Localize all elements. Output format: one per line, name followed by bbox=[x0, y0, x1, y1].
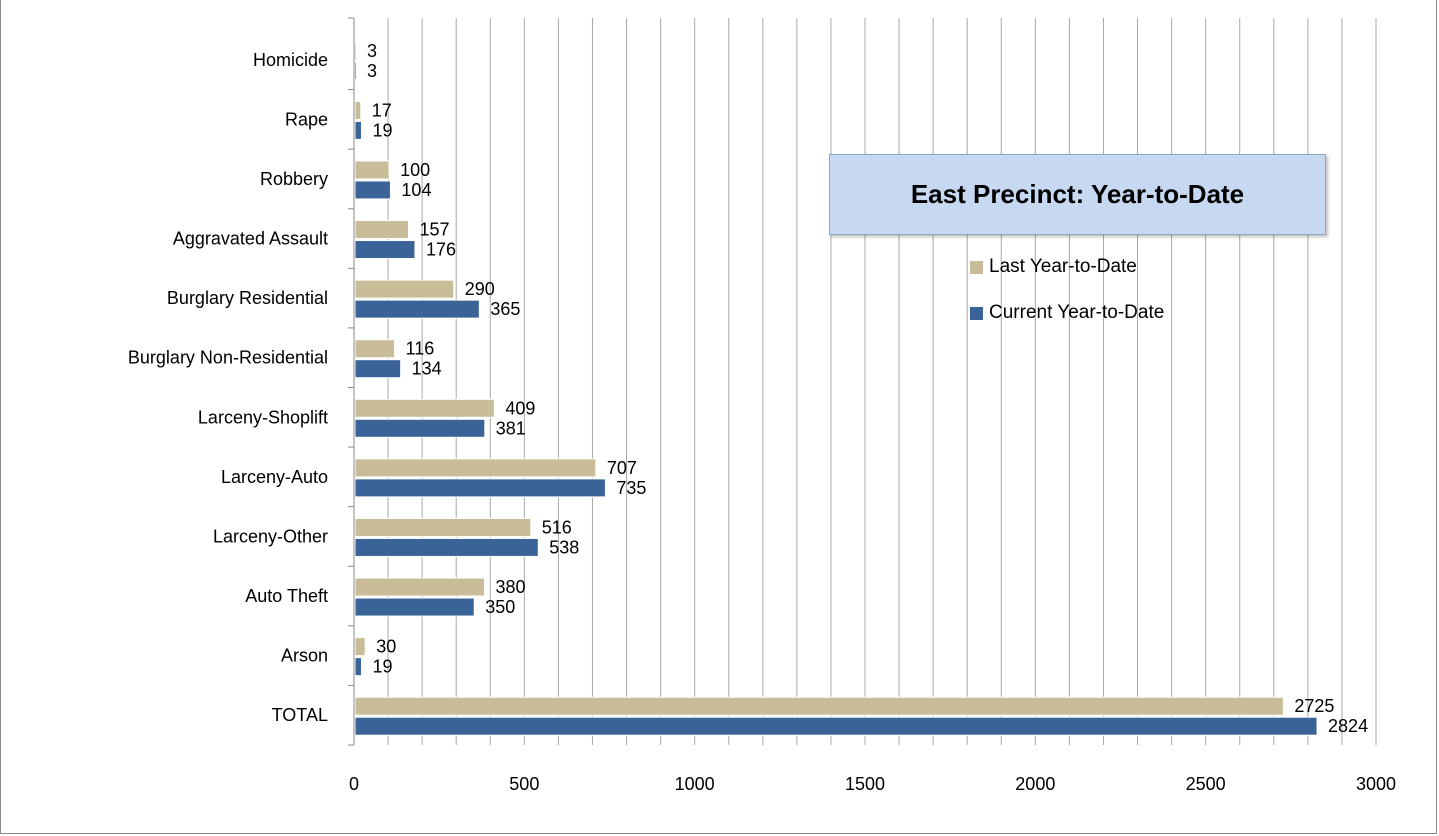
bar-current-year bbox=[355, 360, 401, 378]
data-label-current-year: 176 bbox=[426, 240, 456, 260]
category-label: Burglary Non-Residential bbox=[128, 348, 328, 368]
bar-last-year bbox=[355, 221, 408, 239]
bar-last-year bbox=[355, 697, 1283, 715]
legend-item-current-year: Current Year-to-Date bbox=[970, 298, 1164, 328]
data-label-current-year: 350 bbox=[485, 597, 515, 617]
legend-label-current-year: Current Year-to-Date bbox=[989, 302, 1164, 324]
bar-current-year bbox=[355, 598, 474, 616]
data-label-last-year: 30 bbox=[376, 637, 396, 657]
category-label: Burglary Residential bbox=[167, 288, 328, 308]
data-label-current-year: 104 bbox=[401, 180, 431, 200]
bar-current-year bbox=[355, 121, 361, 139]
bar-current-year bbox=[355, 62, 357, 80]
bar-current-year bbox=[355, 241, 415, 259]
bar-current-year bbox=[355, 538, 538, 556]
data-label-last-year: 409 bbox=[505, 398, 535, 418]
x-tick-label: 500 bbox=[509, 774, 539, 794]
data-label-last-year: 380 bbox=[495, 577, 525, 597]
legend-swatch-current-year bbox=[970, 307, 983, 320]
legend-item-last-year: Last Year-to-Date bbox=[970, 252, 1164, 282]
category-label: Larceny-Auto bbox=[221, 467, 328, 487]
chart-title-box: East Precinct: Year-to-Date bbox=[829, 154, 1326, 235]
category-label: Larceny-Shoplift bbox=[198, 407, 328, 427]
category-label: Robbery bbox=[260, 169, 328, 189]
bar-last-year bbox=[355, 459, 596, 477]
bar-last-year bbox=[355, 518, 531, 536]
data-label-last-year: 116 bbox=[406, 339, 435, 359]
data-label-last-year: 157 bbox=[419, 220, 449, 240]
legend-label-last-year: Last Year-to-Date bbox=[989, 256, 1137, 278]
category-label: TOTAL bbox=[272, 705, 328, 725]
bar-last-year bbox=[355, 340, 395, 358]
data-label-last-year: 100 bbox=[400, 160, 430, 180]
x-tick-label: 1500 bbox=[845, 774, 885, 794]
axes bbox=[348, 18, 354, 745]
x-tick-label: 0 bbox=[349, 774, 359, 794]
bars bbox=[355, 42, 1317, 735]
data-label-last-year: 3 bbox=[367, 41, 377, 61]
bar-current-year bbox=[355, 181, 390, 199]
bar-current-year bbox=[355, 479, 605, 497]
data-label-current-year: 538 bbox=[549, 537, 579, 557]
chart-title: East Precinct: Year-to-Date bbox=[911, 179, 1244, 210]
data-label-current-year: 2824 bbox=[1328, 716, 1368, 736]
legend-swatch-last-year bbox=[970, 261, 983, 274]
data-label-current-year: 365 bbox=[490, 299, 520, 319]
data-label-last-year: 2725 bbox=[1294, 696, 1334, 716]
category-label: Aggravated Assault bbox=[173, 229, 328, 249]
x-tick-label: 2500 bbox=[1186, 774, 1226, 794]
legend: Last Year-to-Date Current Year-to-Date bbox=[970, 252, 1164, 344]
category-label: Homicide bbox=[253, 50, 328, 70]
data-label-last-year: 290 bbox=[465, 279, 495, 299]
data-label-current-year: 3 bbox=[367, 61, 377, 81]
bar-last-year bbox=[355, 280, 454, 298]
bar-current-year bbox=[355, 717, 1317, 735]
data-label-current-year: 735 bbox=[616, 478, 646, 498]
bar-last-year bbox=[355, 42, 357, 60]
bar-current-year bbox=[355, 300, 479, 318]
category-label: Auto Theft bbox=[245, 586, 328, 606]
data-label-last-year: 516 bbox=[542, 517, 572, 537]
data-label-current-year: 134 bbox=[412, 359, 442, 379]
category-label: Arson bbox=[281, 646, 328, 666]
bar-last-year bbox=[355, 399, 494, 417]
bar-current-year bbox=[355, 419, 485, 437]
bar-last-year bbox=[355, 638, 365, 656]
data-label-current-year: 19 bbox=[372, 657, 392, 677]
grid-lines bbox=[388, 18, 1376, 745]
category-label: Rape bbox=[285, 109, 328, 129]
bar-last-year bbox=[355, 161, 389, 179]
x-tick-label: 1000 bbox=[675, 774, 715, 794]
bar-current-year bbox=[355, 658, 361, 676]
x-tick-label: 3000 bbox=[1356, 774, 1396, 794]
data-label-last-year: 707 bbox=[607, 458, 637, 478]
x-tick-label: 2000 bbox=[1015, 774, 1055, 794]
category-label: Larceny-Other bbox=[213, 526, 328, 546]
bar-last-year bbox=[355, 578, 484, 596]
bar-last-year bbox=[355, 101, 361, 119]
data-label-current-year: 19 bbox=[372, 120, 392, 140]
data-label-last-year: 17 bbox=[372, 100, 392, 120]
data-label-current-year: 381 bbox=[496, 418, 526, 438]
